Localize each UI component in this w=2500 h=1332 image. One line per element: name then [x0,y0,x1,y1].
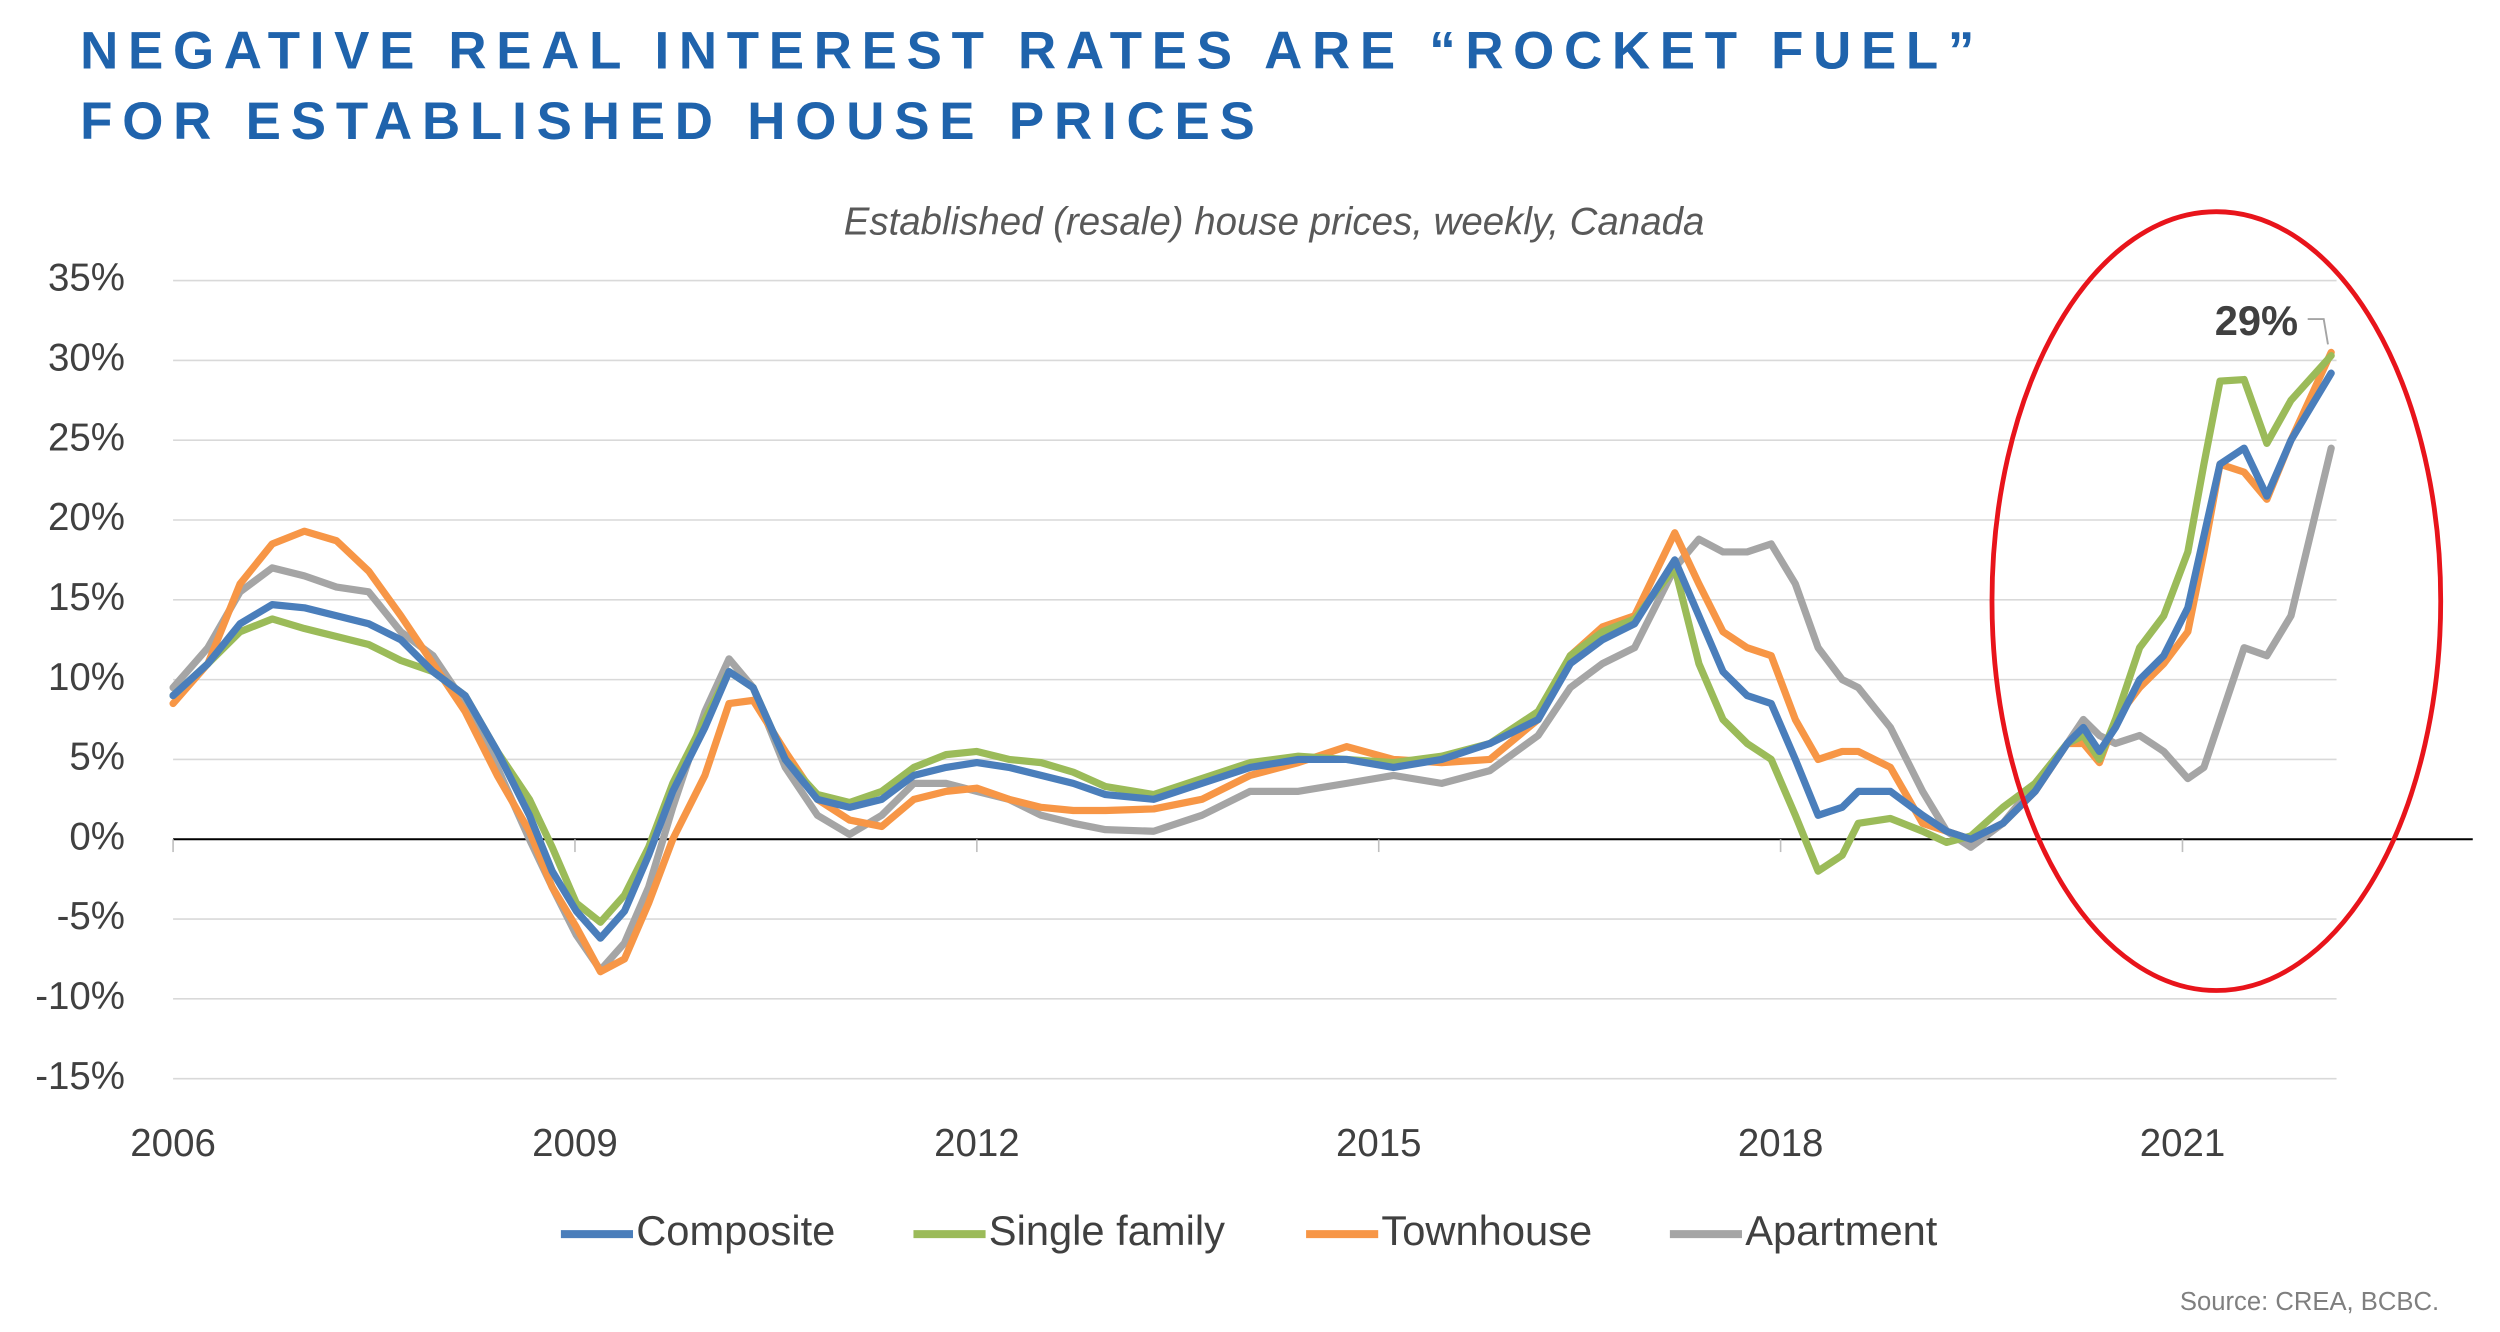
y-tick-label: 25% [48,416,125,459]
legend-label: Composite [636,1207,835,1254]
annotation-leader [2307,318,2329,345]
y-tick-label: -15% [35,1055,125,1098]
legend-label: Single family [989,1207,1225,1254]
y-tick-label: 15% [48,576,125,619]
chart-title: NEGATIVE REAL INTEREST RATES ARE “ROCKET… [80,22,1974,81]
series-line [169,369,2335,942]
series-line [169,348,2335,976]
y-tick-label: -5% [57,895,125,938]
x-tick-label: 2021 [2140,1122,2226,1165]
highlight-ellipse [1989,209,2444,993]
legend-label: Townhouse [1381,1207,1592,1254]
x-tick-label: 2012 [934,1122,1020,1165]
y-tick-label: 20% [48,496,125,539]
x-tick-label: 2018 [1738,1122,1824,1165]
y-tick-label: 0% [69,815,125,858]
annotation: 29% [2215,297,2298,344]
legend-label: Apartment [1745,1207,1938,1254]
y-tick-label: 30% [48,337,125,380]
y-tick-label: 10% [48,656,125,699]
y-tick-label: 35% [48,257,125,300]
y-tick-label: -10% [35,975,125,1018]
chart-title: FOR ESTABLISHED HOUSE PRICES [80,92,1255,151]
x-tick-label: 2009 [532,1122,618,1165]
y-tick-label: 5% [69,736,125,779]
chart-subtitle: Established (resale) house prices, weekl… [844,201,1705,244]
source: Source: CREA, BCBC. [2180,1288,2439,1316]
x-tick-label: 2015 [1336,1122,1422,1165]
x-tick-label: 2006 [130,1122,216,1165]
series-line [169,444,2335,974]
